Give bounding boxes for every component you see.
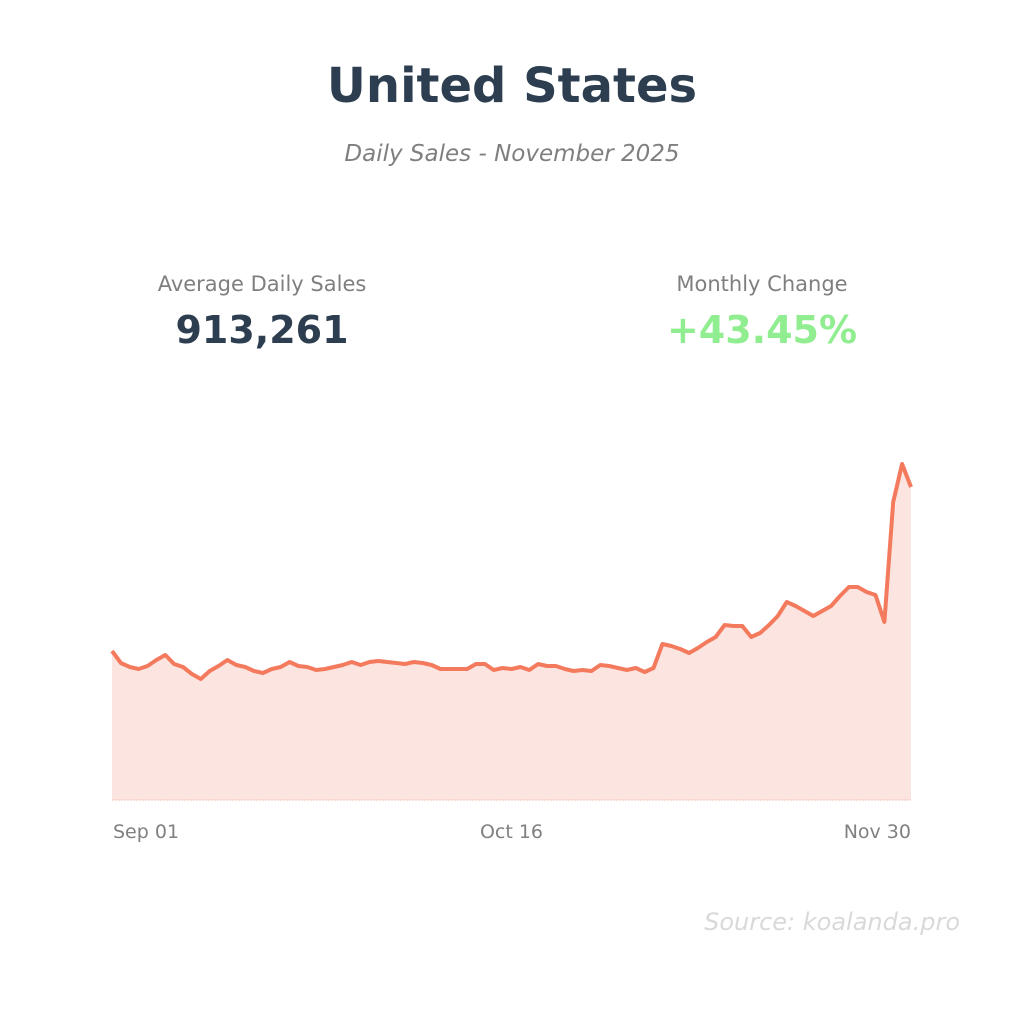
avg-daily-sales-value: 913,261	[175, 308, 349, 352]
x-tick-label: Sep 01	[113, 821, 179, 843]
sales-line	[110, 462, 913, 681]
monthly-change-label: Monthly Change	[676, 272, 848, 296]
x-tick-label: Nov 30	[844, 821, 911, 843]
monthly-change-stat: Monthly Change +43.45%	[562, 272, 962, 352]
avg-daily-sales-label: Average Daily Sales	[157, 272, 367, 296]
sales-area-fill	[112, 464, 911, 800]
source-credit: Source: koalanda.pro	[704, 908, 960, 936]
chart-subtitle: Daily Sales - November 2025	[344, 141, 680, 167]
monthly-change-value: +43.45%	[666, 308, 858, 352]
avg-daily-sales-stat: Average Daily Sales 913,261	[62, 272, 462, 352]
x-tick-label: Oct 16	[480, 821, 543, 843]
page-title: United States	[326, 58, 698, 114]
